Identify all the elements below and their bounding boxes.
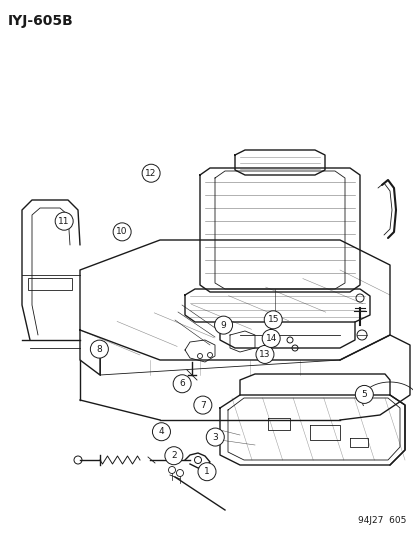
Text: 15: 15 bbox=[267, 316, 278, 324]
Text: 7: 7 bbox=[199, 401, 205, 409]
Text: 10: 10 bbox=[116, 228, 128, 236]
Circle shape bbox=[214, 316, 232, 334]
Text: 13: 13 bbox=[259, 350, 270, 359]
Text: 1: 1 bbox=[204, 467, 209, 476]
Bar bbox=[28, 278, 72, 290]
Circle shape bbox=[261, 329, 280, 348]
Text: 8: 8 bbox=[96, 345, 102, 353]
Circle shape bbox=[142, 164, 160, 182]
Text: 3: 3 bbox=[212, 433, 218, 441]
Circle shape bbox=[152, 423, 170, 441]
Text: 14: 14 bbox=[265, 334, 276, 343]
Text: 6: 6 bbox=[179, 379, 185, 388]
Circle shape bbox=[197, 463, 216, 481]
Text: 5: 5 bbox=[361, 390, 366, 399]
Circle shape bbox=[176, 470, 183, 477]
Circle shape bbox=[193, 396, 211, 414]
Text: 9: 9 bbox=[220, 321, 226, 329]
Circle shape bbox=[55, 212, 73, 230]
Text: IYJ-605B: IYJ-605B bbox=[8, 14, 74, 28]
Text: 4: 4 bbox=[158, 427, 164, 436]
Circle shape bbox=[263, 311, 282, 329]
Text: 94J27  605: 94J27 605 bbox=[357, 516, 405, 525]
Text: 12: 12 bbox=[145, 169, 157, 177]
Circle shape bbox=[173, 375, 191, 393]
Circle shape bbox=[206, 428, 224, 446]
Circle shape bbox=[354, 385, 373, 403]
Circle shape bbox=[113, 223, 131, 241]
Text: 11: 11 bbox=[58, 217, 70, 225]
Text: 2: 2 bbox=[171, 451, 176, 460]
Circle shape bbox=[255, 345, 273, 364]
Circle shape bbox=[168, 466, 175, 473]
Circle shape bbox=[164, 447, 183, 465]
Circle shape bbox=[90, 340, 108, 358]
